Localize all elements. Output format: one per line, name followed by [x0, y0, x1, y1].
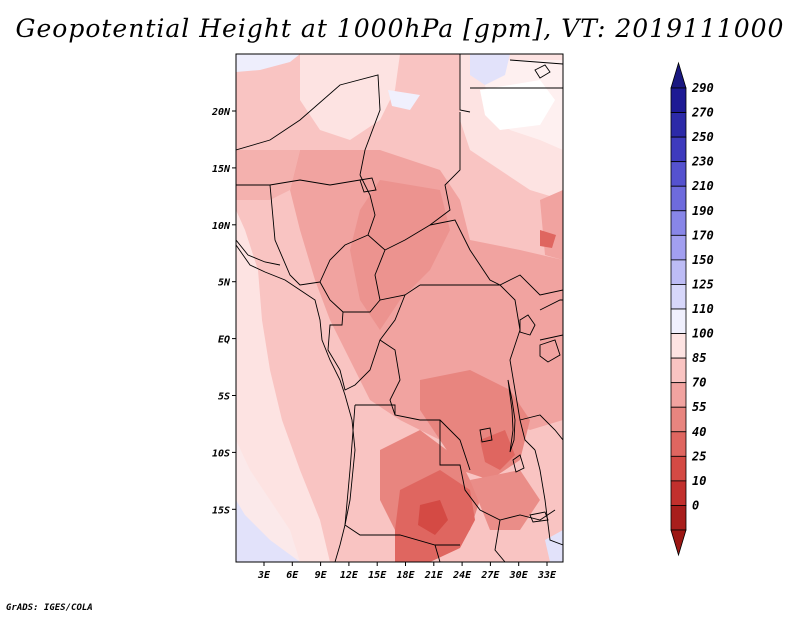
chart-title: Geopotential Height at 1000hPa [gpm], VT… — [15, 14, 785, 43]
colorbar-label: 10 — [692, 474, 706, 488]
lat-tick-label: 15N — [212, 164, 231, 175]
lat-tick-label: 5S — [218, 392, 230, 403]
colorbar-label: 40 — [692, 425, 706, 439]
colorbar-bottom-arrow — [670, 529, 687, 557]
colorbar-swatch — [670, 284, 687, 310]
colorbar-swatch — [670, 431, 687, 457]
lon-tick-label: 27E — [480, 570, 500, 581]
longitude-axis: 3E 6E 9E 12E 15E 18E 21E 24E 27E 30E 33E — [257, 562, 557, 581]
colorbar-swatch — [670, 234, 687, 261]
lakes — [359, 64, 561, 523]
colorbar-label: 55 — [692, 400, 706, 414]
colorbar-label: 70 — [692, 376, 706, 390]
lon-tick-label: 30E — [509, 570, 529, 581]
colorbar-swatch — [670, 185, 687, 212]
colorbar-swatch — [670, 161, 687, 187]
colorbar-label: 210 — [691, 179, 714, 193]
lon-tick-label: 3E — [257, 570, 271, 581]
colorbar-label: 110 — [692, 302, 714, 316]
country-borders — [236, 54, 563, 562]
colorbar-swatch — [670, 357, 687, 384]
colorbar-swatch — [670, 87, 687, 113]
colorbar-swatch — [670, 406, 687, 433]
map-frame — [235, 53, 564, 563]
lat-tick-label: 10N — [212, 221, 231, 232]
colorbar-label: 85 — [692, 351, 706, 365]
colorbar-label: 250 — [691, 130, 714, 144]
lon-tick-label: 6E — [286, 570, 299, 581]
colorbar-label: 170 — [692, 228, 714, 242]
colorbar-label: 25 — [691, 449, 706, 463]
lon-tick-label: 15E — [368, 570, 387, 581]
colorbar-swatch — [670, 259, 687, 285]
colorbar-label: 270 — [691, 106, 714, 120]
colorbar-swatch — [670, 333, 687, 359]
coastline — [236, 244, 356, 562]
colorbar-top-arrow — [670, 61, 687, 89]
colorbar-swatch — [670, 112, 687, 138]
lat-tick-label: EQ — [218, 335, 230, 346]
colorbar-label: 0 — [692, 498, 699, 512]
colorbar-swatch — [670, 210, 687, 236]
colorbar-label: 125 — [692, 277, 714, 291]
colorbar-swatch — [670, 136, 687, 163]
colorbar-label: 150 — [692, 253, 714, 267]
lon-tick-label: 21E — [424, 570, 444, 581]
lat-tick-label: 15S — [212, 505, 230, 516]
colorbar-label: 190 — [692, 204, 714, 218]
lon-tick-label: 18E — [396, 570, 415, 581]
lon-tick-label: 33E — [537, 570, 557, 581]
latitude-axis: 20N 15N 10N 5N EQ 5S 10S 15S — [211, 107, 236, 516]
colorbar-swatch — [670, 505, 687, 531]
lat-tick-label: 10S — [212, 448, 230, 459]
lat-tick-label: 20N — [211, 107, 231, 118]
colorbar-swatch — [670, 480, 687, 506]
colorbar-label: 230 — [691, 155, 714, 169]
colorbar-label: 100 — [692, 327, 714, 341]
lon-tick-label: 9E — [315, 570, 328, 581]
lon-tick-label: 12E — [340, 570, 359, 581]
colorbar-label: 290 — [691, 81, 714, 95]
colorbar-swatch — [670, 308, 687, 334]
lon-tick-label: 24E — [452, 570, 472, 581]
colorbar-swatch — [670, 382, 687, 408]
grads-credit: GrADS: IGES/COLA — [6, 603, 93, 613]
lat-tick-label: 5N — [218, 278, 231, 289]
colorbar: 2902702502302101901701501251101008570554… — [670, 61, 714, 557]
colorbar-swatch — [670, 455, 687, 482]
